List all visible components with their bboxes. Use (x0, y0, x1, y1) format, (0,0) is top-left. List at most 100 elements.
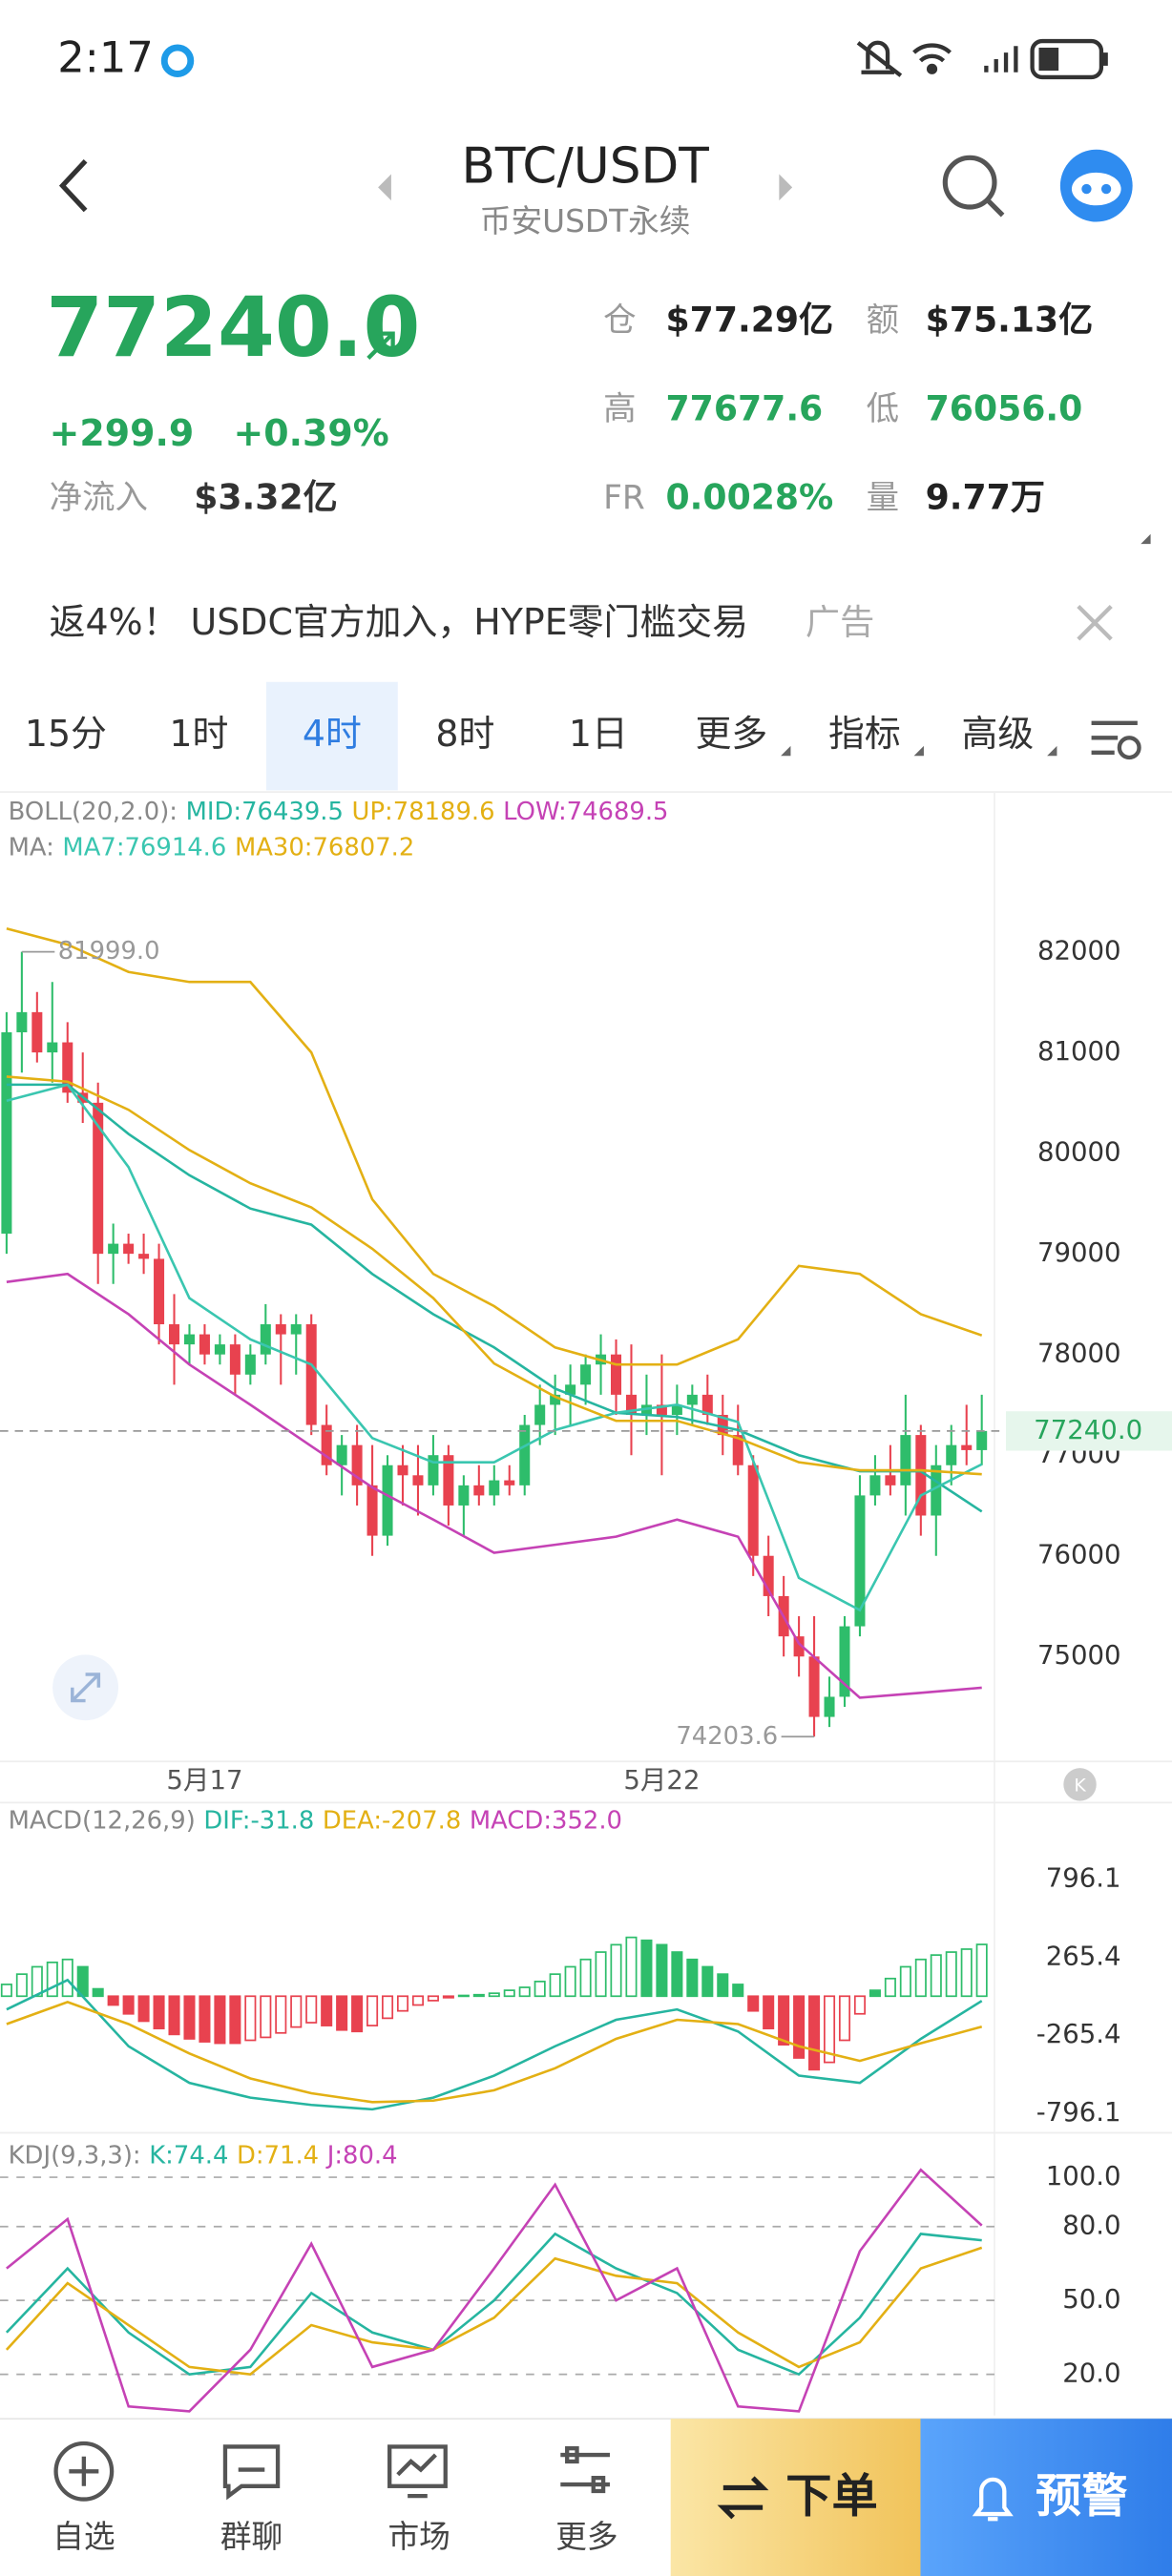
next-symbol[interactable] (779, 174, 793, 201)
chart-panel: 7500076000770007800079000800008100082000… (0, 797, 1172, 1796)
y-tick-label: 100.0 (1046, 2161, 1121, 2192)
stat-label: FR (603, 479, 645, 517)
banner-text[interactable]: 返4%！ USDC官方加入，HYPE零门槛交易 (50, 601, 748, 643)
banner-bg[interactable] (0, 562, 1172, 677)
macd-bar (747, 1995, 760, 2012)
candle-body (290, 1324, 302, 1335)
indicator-line (6, 2001, 983, 2104)
assistant-avatar[interactable] (1059, 149, 1133, 222)
y-tick-label: 80000 (1037, 1137, 1121, 1168)
last-price-label: 77240.0 (1034, 1415, 1142, 1445)
legend-entry: J:80.4 (325, 2141, 398, 2170)
tab[interactable]: 15分 (25, 713, 107, 755)
macd-bar (686, 1958, 699, 1998)
stat-label: 仓 (603, 301, 636, 340)
candle-body (260, 1324, 271, 1355)
candle-body (961, 1444, 973, 1450)
macd-bar (625, 1936, 638, 1998)
stat-value: 0.0028% (666, 477, 834, 518)
back-button[interactable] (58, 159, 88, 213)
y-tick-label: 50.0 (1062, 2284, 1120, 2315)
svg-text:K: K (1074, 1776, 1086, 1797)
y-tick-label: 80.0 (1062, 2211, 1120, 2241)
candle-body (305, 1324, 317, 1425)
candle-body (625, 1394, 637, 1415)
order-label[interactable]: 下单 (785, 2470, 877, 2524)
macd-bar (122, 1995, 135, 2015)
bottom-nav: 自选 群聊 市场 更多 (52, 2519, 617, 2555)
tab[interactable]: 4时 (303, 713, 362, 755)
y-tick-label: -796.1 (1036, 2097, 1121, 2128)
candle-body (671, 1404, 682, 1415)
candle-body (732, 1435, 743, 1465)
indicator-line (6, 2168, 983, 2413)
macd-bar (260, 1995, 272, 2039)
macd-bar (595, 1951, 607, 1998)
chart-settings[interactable] (1091, 720, 1141, 760)
candle-body (31, 1011, 43, 1053)
macd-bar (244, 1995, 257, 2042)
stat-value: 9.77万 (926, 477, 1045, 518)
macd-bar (442, 1995, 454, 1999)
candle-body (154, 1258, 165, 1325)
search-button[interactable] (942, 155, 1005, 218)
legend-entry: LOW:74689.5 (503, 797, 668, 825)
trend-arrow (366, 331, 395, 360)
tab[interactable]: 1日 (569, 713, 628, 755)
stat-label: 低 (867, 390, 899, 428)
stat-value: $75.13亿 (926, 300, 1094, 341)
tab[interactable]: 指标 (828, 713, 901, 755)
chart-panel: 20.0 50.0 80.0 100.0 KDJ(9,3,3): K:74.4 D:71.4… (0, 2141, 1121, 2413)
macd-bar (61, 1958, 73, 1998)
y-tick-label: 20.0 (1062, 2358, 1120, 2389)
nav-item[interactable]: 市场 (387, 2519, 450, 2555)
nav-item[interactable]: 群聊 (220, 2519, 283, 2555)
candle-body (321, 1424, 332, 1465)
alert-label[interactable]: 预警 (1036, 2470, 1127, 2524)
candle-body (1, 1031, 12, 1235)
tab[interactable]: 1时 (169, 713, 228, 755)
last-price: 77240.0 (46, 280, 420, 376)
macd-bar (518, 1986, 531, 1998)
indicator-line (6, 1075, 982, 1476)
tab[interactable]: 8时 (435, 713, 494, 755)
tab[interactable]: 更多 (696, 713, 768, 755)
candle-body (550, 1394, 561, 1405)
macd-bar (153, 1995, 165, 2030)
macd-bar (960, 1948, 973, 1998)
macd-bar (838, 1995, 851, 2042)
indicator-legend: KDJ(9,3,3): K:74.4 D:71.4 J:80.4 (9, 2141, 398, 2170)
candle-body (580, 1364, 592, 1385)
tab[interactable]: 高级 (962, 713, 1035, 755)
y-tick-label: 82000 (1037, 936, 1121, 966)
k-button[interactable]: K (1063, 1768, 1097, 1801)
banner-close[interactable] (1077, 604, 1113, 641)
nav-item[interactable]: 自选 (52, 2519, 115, 2555)
candle-body (717, 1414, 728, 1436)
macd-bar (229, 1995, 241, 2045)
alert-button[interactable] (920, 2419, 1172, 2576)
prev-symbol[interactable] (378, 174, 391, 201)
y-tick-label: 78000 (1037, 1339, 1121, 1369)
candle-body (900, 1435, 911, 1485)
order-button[interactable] (670, 2419, 921, 2576)
order-icon (717, 2476, 769, 2520)
macd-bar (275, 1995, 287, 2034)
nav-item[interactable]: 更多 (555, 2519, 617, 2555)
price-change-pct: +0.39% (234, 412, 389, 454)
banner-tag: 广告 (806, 601, 874, 642)
candle-body (473, 1485, 485, 1496)
symbol-title[interactable]: BTC/USDT (461, 137, 709, 195)
legend-entry: DEA:-207.8 (323, 1806, 461, 1835)
expand-button[interactable] (52, 1654, 119, 1721)
candle-body (138, 1254, 150, 1259)
stat-value: 77677.6 (666, 388, 824, 429)
stats: 仓 $77.29亿额 $75.13亿高 77677.6 低 76056.0 FR 0.0028… (603, 300, 1093, 518)
candle-body (199, 1334, 210, 1355)
candle-body (534, 1404, 546, 1425)
candle-body (62, 1042, 73, 1093)
tab-caret (913, 745, 924, 757)
candle-body (824, 1696, 835, 1717)
macd-bar (549, 1973, 561, 1998)
